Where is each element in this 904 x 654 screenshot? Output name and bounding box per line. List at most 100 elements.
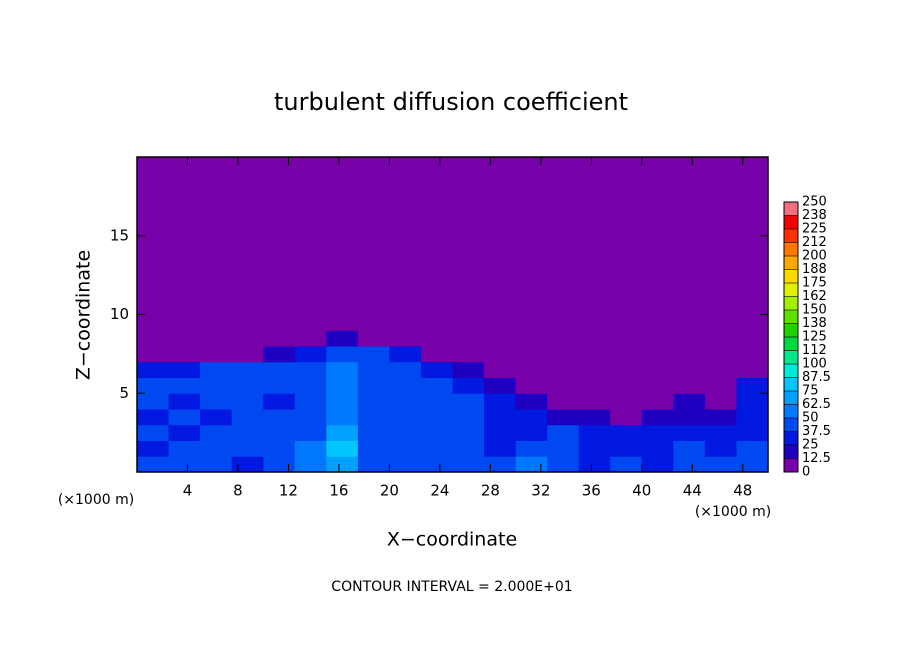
field-cell <box>515 424 548 441</box>
y-tick-label: 10 <box>110 305 129 323</box>
x-tick-label: 4 <box>183 482 193 500</box>
field-cell <box>704 456 737 473</box>
field-cell <box>452 157 485 331</box>
colorbar-label: 75 <box>802 384 819 399</box>
field-cell <box>326 361 359 378</box>
field-cell <box>515 393 548 410</box>
colorbar-label: 62.5 <box>802 397 831 412</box>
colorbar-swatch <box>784 242 798 256</box>
colorbar-label: 238 <box>802 208 827 223</box>
field-cell <box>200 409 233 426</box>
field-cell <box>326 440 359 457</box>
field-cell <box>484 157 517 331</box>
field-cell <box>263 377 296 394</box>
y-axis-label: Z−coordinate <box>73 250 95 380</box>
colorbar-swatch <box>784 350 798 364</box>
field-cell <box>420 424 453 441</box>
field-cell <box>547 393 580 410</box>
colorbar-label: 0 <box>802 465 810 480</box>
field-cell <box>326 346 359 363</box>
field-cell <box>294 456 327 473</box>
field-cell <box>420 361 453 378</box>
field-cell <box>641 409 674 426</box>
field-cell <box>137 346 170 363</box>
field-cell <box>389 393 422 410</box>
field-cell <box>484 456 517 473</box>
field-cell <box>578 157 611 331</box>
field-cell <box>578 330 611 347</box>
field-cell <box>452 393 485 410</box>
colorbar-swatch <box>784 418 798 432</box>
colorbar-label: 50 <box>802 411 819 426</box>
field-cell <box>294 346 327 363</box>
footer-note: CONTOUR INTERVAL = 2.000E+01 <box>331 579 572 595</box>
field-cell <box>263 346 296 363</box>
colorbar-swatch <box>784 215 798 229</box>
field-cell <box>294 361 327 378</box>
colorbar-label: 175 <box>802 276 827 291</box>
field-cell <box>736 440 769 457</box>
field-cell <box>200 377 233 394</box>
field-cell <box>452 346 485 363</box>
field-cell <box>704 393 737 410</box>
x-tick-label: 28 <box>481 482 500 500</box>
field-cell <box>641 424 674 441</box>
field-cell <box>547 330 580 347</box>
field-cell <box>294 330 327 347</box>
field-cell <box>326 393 359 410</box>
colorbar-swatch <box>784 202 798 216</box>
field-cell <box>137 440 170 457</box>
colorbar-label: 150 <box>802 303 827 318</box>
field-cell <box>200 424 233 441</box>
field-cell <box>389 440 422 457</box>
y-tick-label: 5 <box>119 384 129 402</box>
field-cell <box>610 440 643 457</box>
field-cell <box>200 393 233 410</box>
field-cell <box>389 330 422 347</box>
field-cell <box>641 346 674 363</box>
field-cell <box>294 377 327 394</box>
field-cell <box>704 361 737 378</box>
field-cell <box>578 346 611 363</box>
field-cell <box>736 424 769 441</box>
colorbar-swatch <box>784 256 798 270</box>
field-cell <box>357 456 390 473</box>
field-cell <box>484 361 517 378</box>
field-cell <box>452 330 485 347</box>
field-cell <box>673 440 706 457</box>
field-cell <box>137 409 170 426</box>
field-cell <box>641 330 674 347</box>
field-cell <box>357 424 390 441</box>
field-cell <box>515 330 548 347</box>
field-cell <box>641 393 674 410</box>
field-cell <box>673 409 706 426</box>
field-cell <box>389 424 422 441</box>
field-cell <box>610 361 643 378</box>
field-cell <box>137 377 170 394</box>
field-cell <box>294 424 327 441</box>
field-cell <box>547 157 580 331</box>
field-cell <box>137 361 170 378</box>
field-cell <box>515 361 548 378</box>
field-cell <box>641 456 674 473</box>
field-cell <box>736 377 769 394</box>
y-tick-label: 15 <box>110 226 129 244</box>
field-cell <box>357 409 390 426</box>
field-cell <box>389 456 422 473</box>
field-cell <box>452 377 485 394</box>
colorbar-swatch <box>784 229 798 243</box>
field-cell <box>231 330 264 347</box>
field-cell <box>168 440 201 457</box>
field-cell <box>547 424 580 441</box>
field-cell <box>578 361 611 378</box>
field-cell <box>484 330 517 347</box>
field-cell <box>231 157 264 331</box>
field-cell <box>137 330 170 347</box>
colorbar-swatch <box>784 283 798 297</box>
field-cell <box>294 157 327 331</box>
field-cell <box>137 424 170 441</box>
field-cell <box>515 157 548 331</box>
field-cell <box>547 409 580 426</box>
field-cell <box>357 377 390 394</box>
colorbar-label: 200 <box>802 249 827 264</box>
